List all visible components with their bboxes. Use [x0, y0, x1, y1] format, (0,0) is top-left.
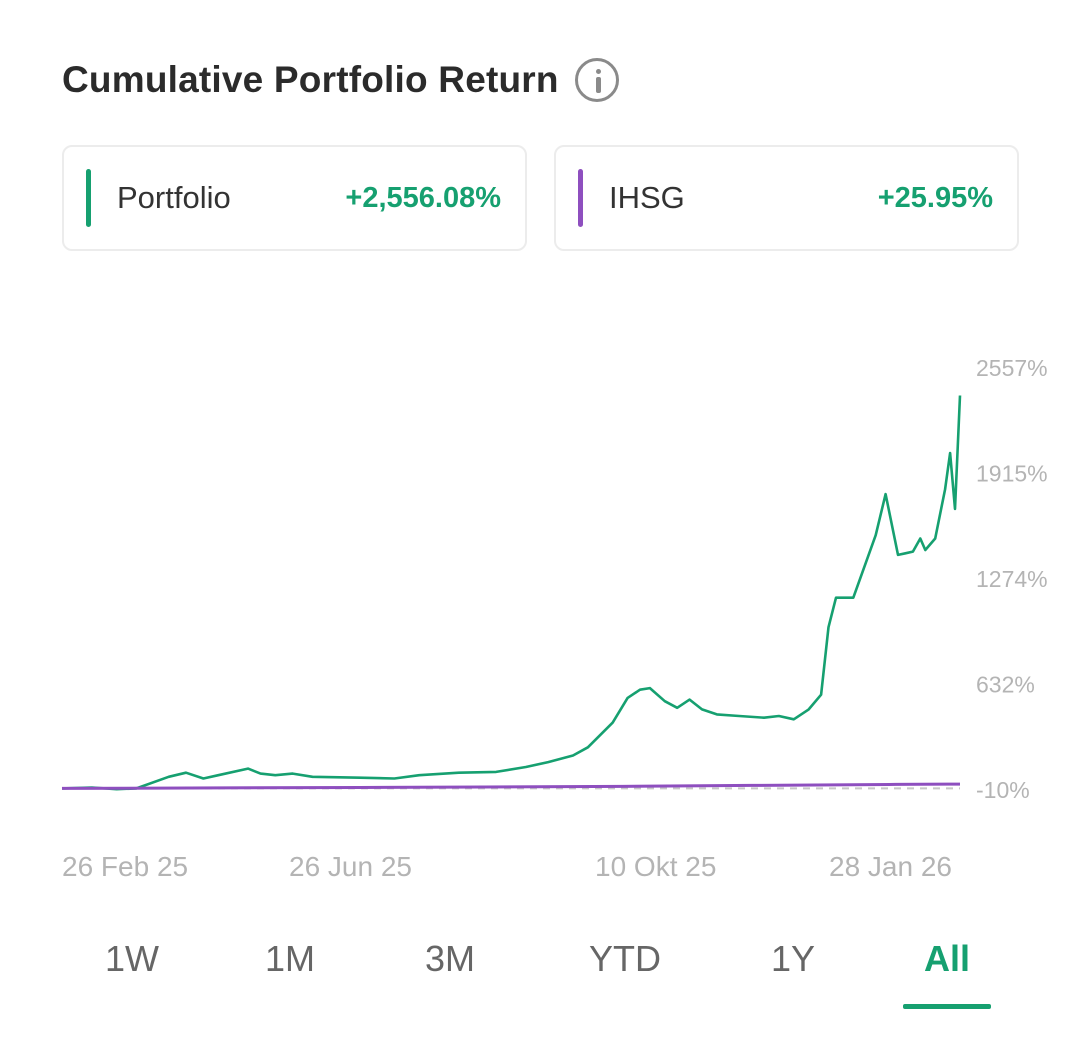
x-tick-label: 26 Feb 25: [62, 851, 188, 882]
y-tick-label: 1274%: [976, 566, 1048, 592]
legend-card-portfolio[interactable]: Portfolio +2,556.08%: [62, 145, 527, 251]
tab-1m[interactable]: 1M: [264, 938, 315, 979]
page-title: Cumulative Portfolio Return: [62, 59, 559, 100]
tab-ytd[interactable]: YTD: [589, 938, 661, 979]
legend-card-ihsg[interactable]: IHSG +25.95%: [554, 145, 1019, 251]
legend-portfolio-name: Portfolio: [117, 180, 231, 215]
info-icon[interactable]: [574, 58, 619, 102]
y-tick-label: 2557%: [976, 355, 1048, 381]
legend-ihsg-name: IHSG: [609, 180, 685, 215]
x-tick-label: 10 Okt 25: [595, 851, 716, 882]
x-tick-label: 28 Jan 26: [829, 851, 952, 882]
x-tick-label: 26 Jun 25: [289, 851, 412, 882]
header: Cumulative Portfolio Return: [62, 58, 619, 102]
line-chart[interactable]: 2557% 1915% 1274% 632% -10% 26 Feb 25 26 Jun 2…: [0, 0, 1080, 900]
tab-1y[interactable]: 1Y: [770, 938, 816, 979]
series-line-ihsg: [61, 782, 960, 790]
legend-ihsg-value: +25.95%: [877, 181, 993, 214]
series-line-portfolio: [61, 395, 962, 791]
y-tick-label: -10%: [976, 777, 1030, 803]
y-tick-label: 1915%: [976, 461, 1048, 487]
tab-all[interactable]: All: [923, 938, 970, 979]
y-tick-label: 632%: [976, 671, 1035, 697]
tab-3m[interactable]: 3M: [424, 938, 475, 979]
active-tab-indicator: [903, 1004, 991, 1009]
tab-1w[interactable]: 1W: [105, 938, 159, 979]
portfolio-swatch: [86, 169, 91, 227]
ihsg-swatch: [578, 169, 583, 227]
legend-portfolio-value: +2,556.08%: [345, 181, 501, 214]
time-range-tabs: 1W 1M 3M YTD 1Y All: [0, 930, 1080, 1010]
